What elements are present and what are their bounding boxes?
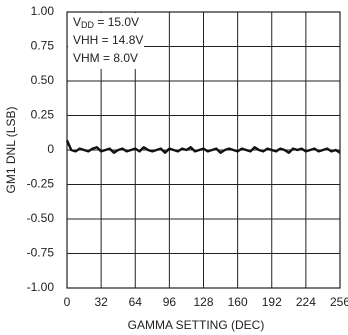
annotation-part: VHM = 8.0V (73, 51, 138, 65)
plot-frame (66, 11, 341, 289)
y-tick-label: 0 (47, 142, 54, 156)
x-tick-label: 96 (163, 295, 177, 309)
x-tick-label: 256 (330, 295, 348, 309)
y-tick-label: 0.50 (31, 73, 55, 87)
y-axis-label: GM1 DNL (LSB) (4, 107, 18, 194)
annotation-part: = 15.0V (94, 15, 139, 29)
x-tick-label: 64 (129, 295, 143, 309)
x-axis-label: GAMMA SETTING (DEC) (128, 318, 265, 332)
data-line (65, 139, 341, 154)
y-tick-label: 1.00 (31, 4, 55, 18)
y-tick-label: -0.25 (27, 177, 55, 191)
annotation-part: VHH = 14.8V (73, 33, 143, 47)
y-tick-label: -0.50 (27, 211, 55, 225)
y-tick-label: 0.75 (31, 39, 55, 53)
annotation-part: V (73, 15, 81, 29)
annotation: VDD = 15.0V (73, 15, 139, 30)
y-tick-label: -0.75 (27, 246, 55, 260)
annotation: VHH = 14.8V (73, 33, 143, 47)
x-tick-label: 224 (296, 295, 316, 309)
annotation: VHM = 8.0V (73, 51, 138, 65)
x-tick-label: 32 (94, 295, 108, 309)
y-tick-label: 0.25 (31, 108, 55, 122)
x-tick-label: 0 (64, 295, 71, 309)
annotation-box (68, 13, 144, 69)
x-tick-label: 160 (228, 295, 248, 309)
annotation-part: DD (81, 20, 94, 30)
x-tick-label: 128 (193, 295, 213, 309)
y-tick-label: -1.00 (27, 280, 55, 294)
x-tick-label: 192 (262, 295, 282, 309)
